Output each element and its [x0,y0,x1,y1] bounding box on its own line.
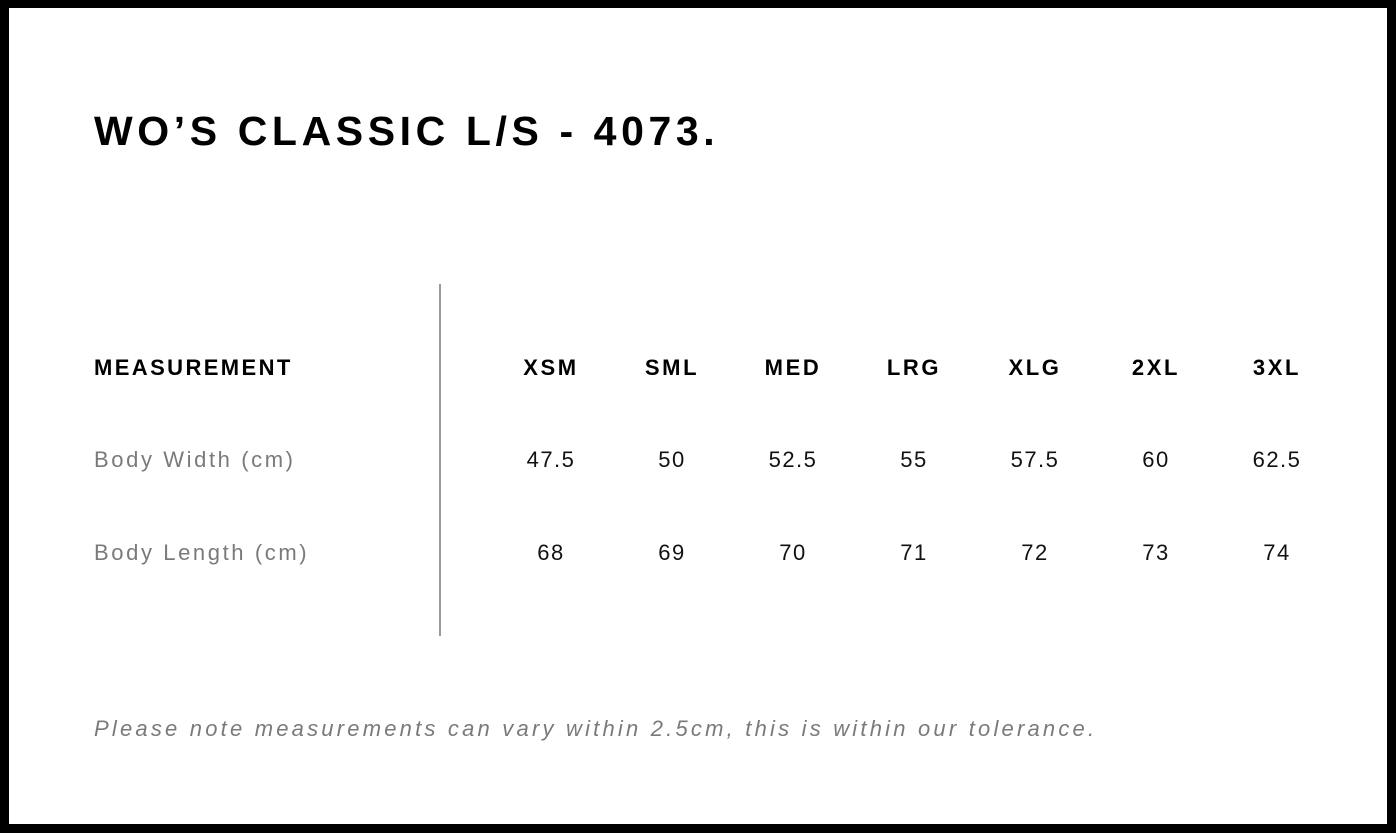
table-cell: 52.5 [768,447,818,472]
table-cell: 57.5 [1010,447,1060,472]
table-cell: 70 [779,540,807,565]
column-divider [439,284,441,636]
size-header: 2XL [1131,355,1181,380]
table-cell: 50 [658,447,686,472]
size-header: XLG [1008,355,1062,380]
row-label-body-length: Body Length (cm) [94,540,310,565]
size-header: MED [764,355,822,380]
table-cell: 73 [1142,540,1170,565]
size-header: SML [644,355,700,380]
table-cell: 55 [900,447,928,472]
table-cell: 68 [537,540,565,565]
size-header: LRG [886,355,942,380]
table-cell: 60 [1142,447,1170,472]
size-chart-card: WO’S CLASSIC L/S - 4073. MEASUREMENT Bod… [9,8,1387,824]
table-cell: 71 [900,540,928,565]
table-cell: 74 [1263,540,1291,565]
table-cell: 69 [658,540,686,565]
size-header: XSM [523,355,579,380]
page-title: WO’S CLASSIC L/S - 4073. [94,108,720,154]
table-cell: 72 [1021,540,1049,565]
measurement-header: MEASUREMENT [94,355,293,380]
table-cell: 47.5 [526,447,576,472]
tolerance-note: Please note measurements can vary within… [94,716,1098,741]
table-cell: 62.5 [1252,447,1302,472]
size-header: 3XL [1252,355,1302,380]
row-label-body-width: Body Width (cm) [94,447,296,472]
